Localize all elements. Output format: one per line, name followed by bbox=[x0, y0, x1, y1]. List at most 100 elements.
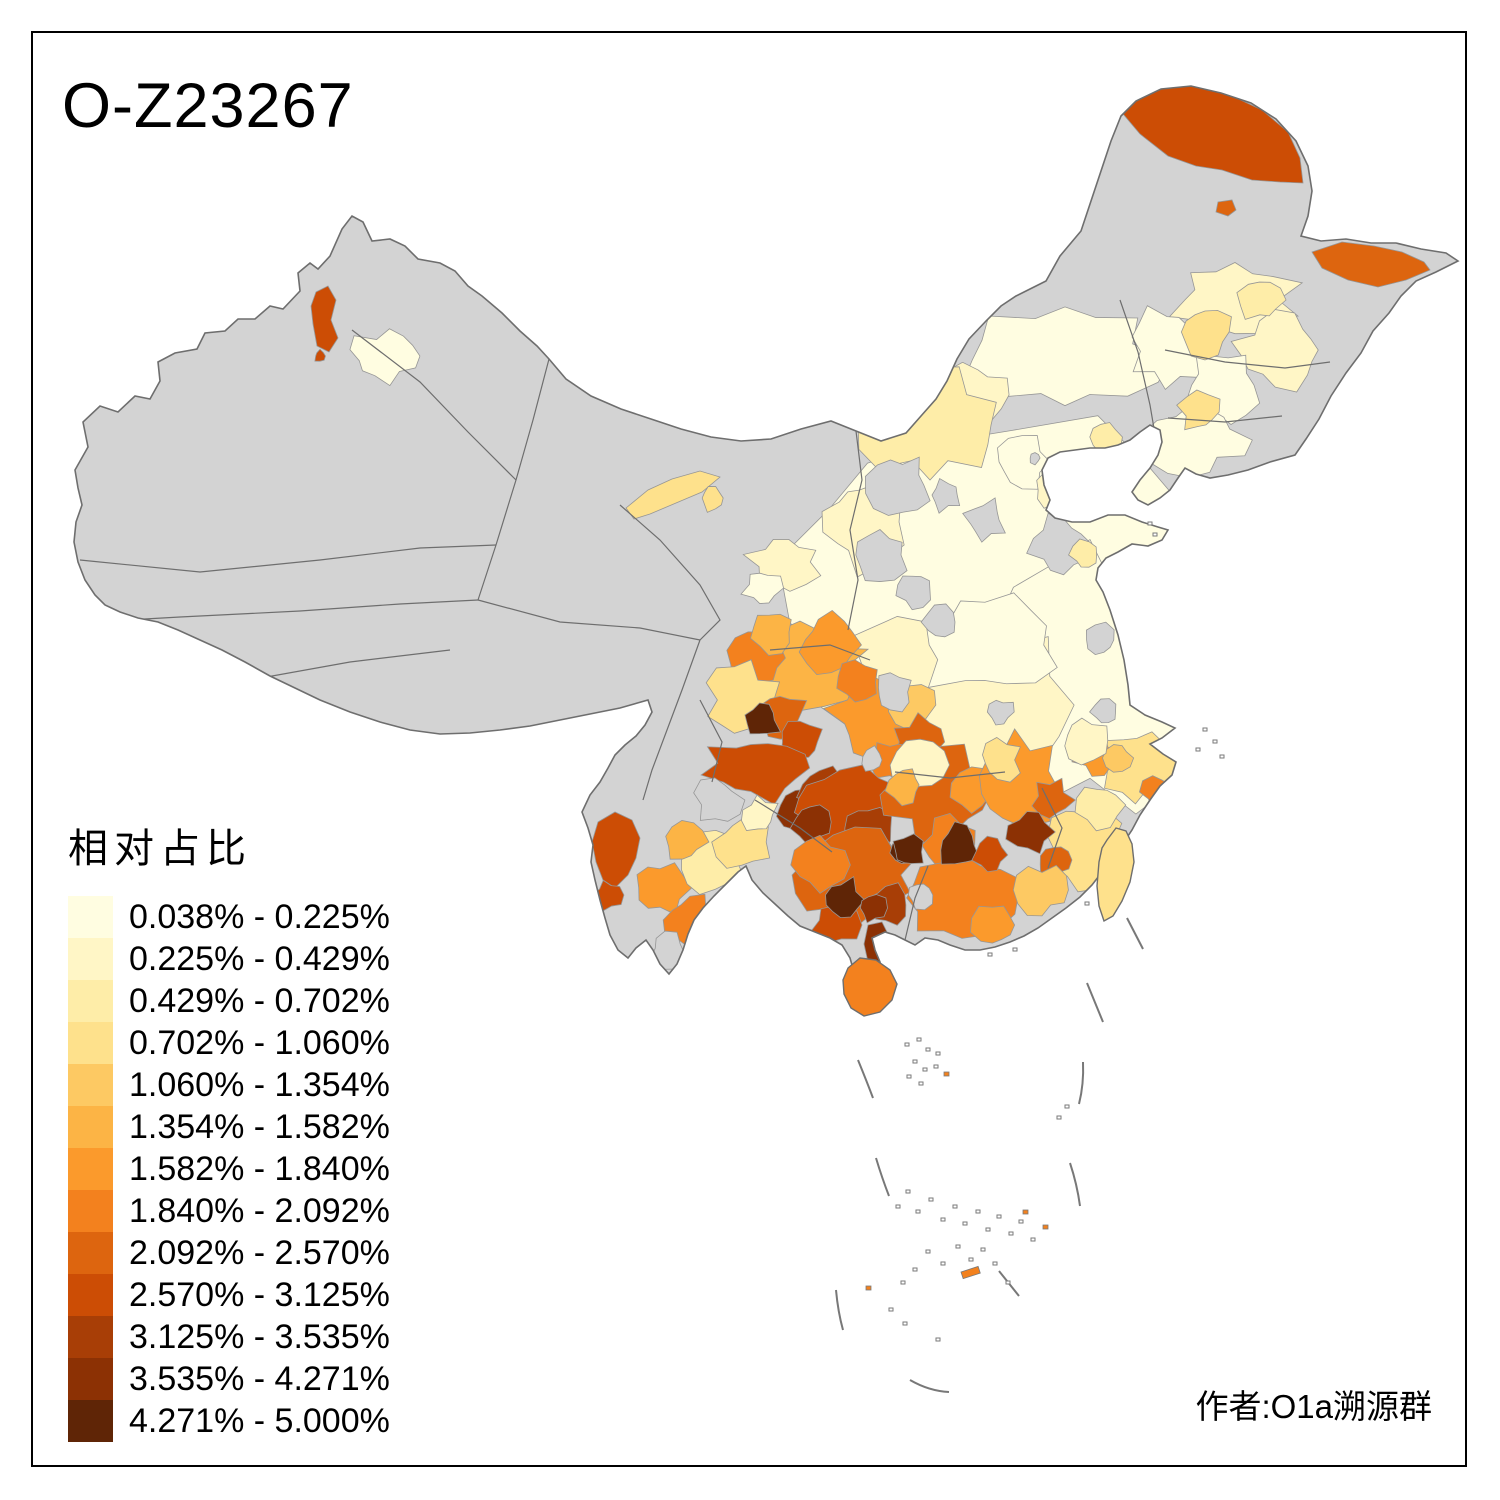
legend-swatch bbox=[68, 1274, 113, 1316]
legend-label: 1.060% - 1.354% bbox=[129, 1065, 390, 1104]
prefecture-patch bbox=[1215, 199, 1237, 217]
hainan-island bbox=[842, 957, 898, 1017]
author-credit: 作者:O1a溯源群 bbox=[1195, 1388, 1432, 1425]
prefecture-patch bbox=[1074, 786, 1127, 832]
islet-dot bbox=[1012, 947, 1018, 952]
prefecture-patch bbox=[740, 794, 779, 831]
sea-boundary-dash bbox=[835, 1289, 844, 1331]
province-border bbox=[1041, 787, 1063, 869]
prefecture-patch bbox=[859, 894, 888, 924]
islet-dot bbox=[915, 1209, 921, 1214]
sea-boundary-dash bbox=[1126, 917, 1144, 950]
prefecture-patch bbox=[310, 285, 339, 353]
sea-boundary-dash bbox=[1069, 1162, 1081, 1207]
islet-dot-colored bbox=[1042, 1224, 1049, 1230]
prefecture-patch bbox=[701, 486, 724, 513]
legend-label: 2.092% - 2.570% bbox=[129, 1233, 390, 1272]
islet-dot bbox=[1212, 739, 1218, 744]
province-border bbox=[351, 329, 517, 481]
islet-dot bbox=[952, 1204, 958, 1209]
prefecture-patch bbox=[940, 821, 981, 865]
islet-dot-colored bbox=[943, 1071, 950, 1077]
prefecture-patch bbox=[931, 477, 961, 514]
province-border bbox=[642, 639, 701, 801]
legend-row: 2.092% - 2.570% bbox=[68, 1232, 390, 1274]
legend-row: 0.429% - 0.702% bbox=[68, 980, 390, 1022]
legend-label: 0.038% - 0.225% bbox=[129, 897, 390, 936]
prefecture-patch bbox=[1036, 471, 1068, 509]
islet-dot bbox=[905, 1189, 911, 1194]
prefecture-patch bbox=[1236, 281, 1287, 320]
legend-label: 1.354% - 1.582% bbox=[129, 1107, 390, 1146]
islet-dot bbox=[925, 1047, 931, 1052]
province-border bbox=[769, 644, 871, 661]
prefecture-patch bbox=[855, 529, 908, 582]
islet-dot bbox=[935, 1051, 941, 1056]
sea-boundary-dash bbox=[1086, 982, 1104, 1023]
islet-dot bbox=[904, 1042, 910, 1047]
legend-swatch bbox=[68, 1106, 113, 1148]
province-border bbox=[1167, 415, 1283, 423]
legend-swatch bbox=[68, 980, 113, 1022]
islet-dot bbox=[940, 1217, 946, 1222]
islet-dot bbox=[968, 1257, 974, 1262]
prefecture-patch bbox=[982, 737, 1021, 783]
prefecture-patch bbox=[962, 497, 1006, 543]
legend-label: 3.535% - 4.271% bbox=[129, 1359, 390, 1398]
province-border bbox=[249, 649, 451, 681]
islet-dot bbox=[918, 1081, 924, 1086]
legend-swatch bbox=[68, 896, 113, 938]
prefecture-patches bbox=[79, 86, 1431, 973]
islet-dot bbox=[992, 1261, 998, 1266]
islet-dot bbox=[985, 1227, 991, 1232]
prefecture-patch bbox=[1311, 241, 1431, 288]
sea-boundary-dash bbox=[909, 1379, 950, 1393]
prefecture-patch bbox=[750, 613, 792, 656]
islet-dot bbox=[922, 1067, 928, 1072]
legend-row: 1.060% - 1.354% bbox=[68, 1064, 390, 1106]
prefecture-patch bbox=[314, 348, 326, 362]
prefecture-patch bbox=[971, 835, 1009, 873]
prefecture-patch bbox=[825, 875, 866, 919]
legend-row: 0.702% - 1.060% bbox=[68, 1022, 390, 1064]
legend-swatch bbox=[68, 1316, 113, 1358]
islet-dot bbox=[1008, 1231, 1014, 1236]
islet-dot bbox=[1084, 901, 1090, 906]
islet-dot bbox=[912, 1267, 918, 1272]
islet-dot bbox=[996, 1214, 1002, 1219]
province-border bbox=[754, 799, 833, 853]
legend-label: 4.271% - 5.000% bbox=[129, 1401, 390, 1440]
islet-dot bbox=[895, 1204, 901, 1209]
prefecture-patch bbox=[884, 768, 920, 807]
prefecture-patch bbox=[744, 702, 782, 735]
prefecture-patch bbox=[920, 603, 956, 638]
province-border bbox=[79, 544, 497, 573]
islet-dot bbox=[928, 1197, 934, 1202]
legend-swatch bbox=[68, 1064, 113, 1106]
prefecture-patch bbox=[591, 811, 641, 889]
prefecture-patch bbox=[1068, 538, 1098, 568]
prefecture-patch bbox=[1089, 698, 1117, 724]
prefecture-patch bbox=[961, 306, 1173, 407]
sea-boundary-dash bbox=[857, 1059, 874, 1099]
prefecture-patch bbox=[740, 572, 785, 604]
islet-dot bbox=[987, 952, 993, 957]
prefecture-patch bbox=[878, 672, 912, 713]
legend-swatch bbox=[68, 938, 113, 980]
legend-label: 1.840% - 2.092% bbox=[129, 1191, 390, 1230]
legend-row: 3.125% - 3.535% bbox=[68, 1316, 390, 1358]
islet-dot bbox=[962, 1221, 968, 1226]
prefecture-patch bbox=[1230, 309, 1319, 393]
islet-dot bbox=[888, 1307, 894, 1312]
legend-swatch bbox=[68, 1022, 113, 1064]
legend-label: 2.570% - 3.125% bbox=[129, 1275, 390, 1314]
province-border bbox=[619, 504, 721, 641]
prefecture-patch bbox=[986, 699, 1015, 726]
prefecture-patch bbox=[700, 743, 811, 806]
islet-dot bbox=[1056, 1115, 1062, 1120]
prefecture-patch bbox=[926, 592, 1058, 688]
islet-dot bbox=[1005, 1280, 1011, 1285]
islet-dot bbox=[980, 1247, 986, 1252]
legend-label: 0.429% - 0.702% bbox=[129, 981, 390, 1020]
prefecture-patch bbox=[1029, 452, 1041, 466]
